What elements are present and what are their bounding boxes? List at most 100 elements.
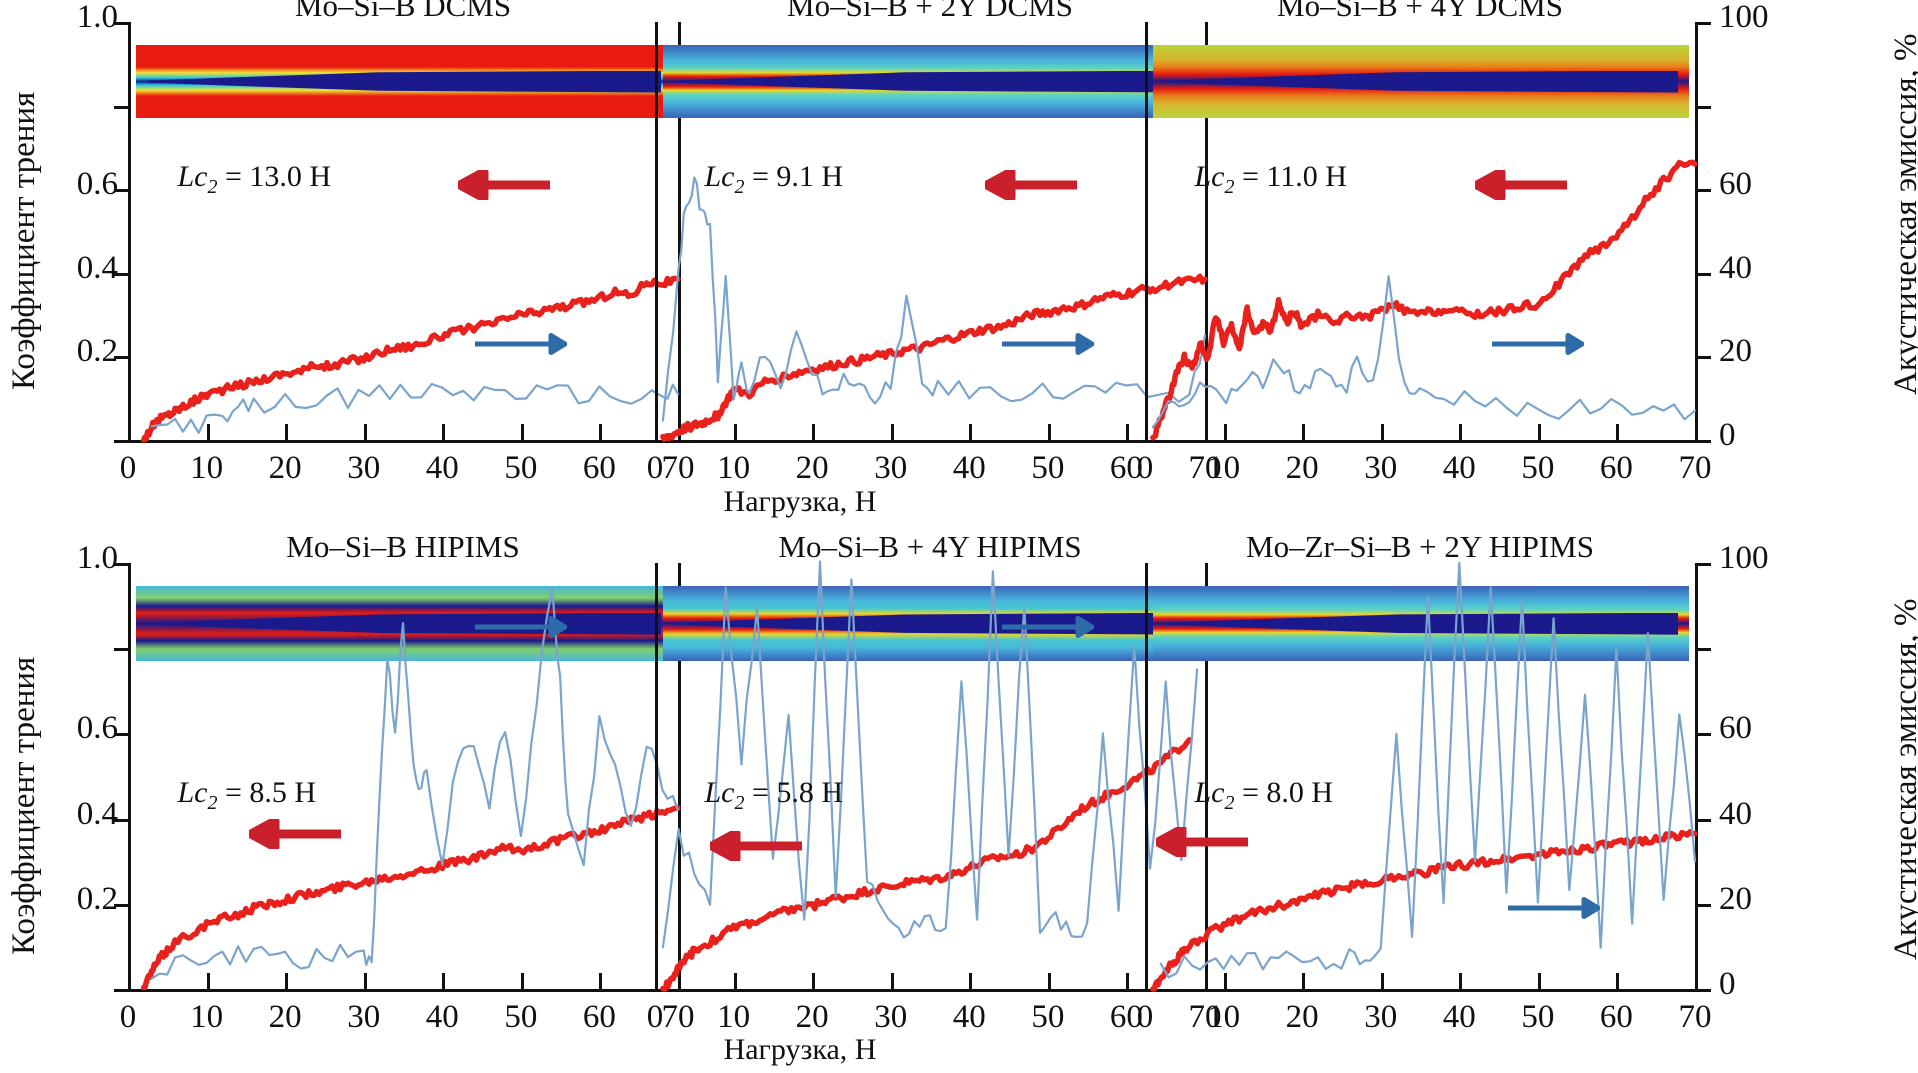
plot-curves-p6	[1150, 561, 1698, 992]
x-axis-p1	[128, 440, 680, 443]
x-tick-p5-3	[890, 973, 894, 989]
y-tick-right-p6-0	[1695, 563, 1711, 566]
plot-curves-p2	[660, 176, 1208, 442]
x-tick-label-p1-0: 0	[119, 450, 137, 486]
friction-axis-arrow-p4	[246, 816, 341, 852]
acoustic-axis-arrow-p1	[474, 329, 567, 359]
acoustic-emission-curve-p2	[661, 176, 1207, 422]
panel-title-p4: Mo–Si–B HIPIMS	[286, 529, 520, 564]
y-tick-right-p3-3	[1695, 272, 1711, 276]
x-tick-p6-0	[1145, 973, 1148, 989]
friction-axis-arrow-p3	[1472, 167, 1567, 203]
x-tick-p5-5	[1047, 973, 1051, 989]
x-axis-p6	[1145, 989, 1697, 992]
acoustic-axis-arrow-p6	[1508, 893, 1601, 923]
x-tick-label-p5-2: 20	[795, 999, 829, 1035]
x-tick-label-p1-4: 40	[425, 450, 459, 486]
y-tick-left-p1-4	[114, 356, 129, 360]
y-tick-right-p3-2	[1695, 189, 1711, 193]
x-axis-p2	[655, 440, 1207, 443]
x-tick-p2-3	[890, 424, 894, 440]
y-tick-left-p1-5	[114, 440, 129, 443]
y-tick-right-p6-5	[1695, 989, 1711, 992]
x-tick-p4-0	[128, 973, 131, 989]
x-tick-label-p6-1: 10	[1207, 999, 1241, 1035]
x-tick-p1-0	[128, 424, 131, 440]
y-tick-left-p4-4	[114, 903, 129, 907]
x-tick-label-p4-7: 70	[661, 999, 695, 1035]
x-tick-p3-3	[1380, 424, 1384, 440]
x-tick-label-p5-5: 50	[1031, 999, 1065, 1035]
y-axis-right-p5	[1205, 563, 1208, 992]
y-axis-right-p3	[1695, 22, 1698, 443]
x-tick-label-p2-3: 30	[874, 450, 908, 486]
x-tick-label-p6-4: 40	[1442, 999, 1476, 1035]
lc2-label-p5: Lc2 = 5.8 Н	[704, 776, 844, 814]
x-axis-p3	[1145, 440, 1697, 443]
plot-curves-p4	[140, 586, 681, 991]
x-tick-label-p5-7: 70	[1188, 999, 1222, 1035]
y-tick-right-p6-2	[1695, 733, 1711, 737]
x-tick-label-p4-4: 40	[425, 999, 459, 1035]
y-tick-label-right-p6-5: 0	[1719, 966, 1736, 1002]
y-tick-right-p3-0	[1695, 22, 1711, 25]
plot-curves-p1	[140, 275, 681, 443]
x-tick-label-p1-2: 20	[268, 450, 302, 486]
x-tick-label-p4-5: 50	[504, 999, 538, 1035]
y-axis-right-p4	[678, 563, 681, 992]
y-axis-left-p1	[128, 22, 131, 440]
y-tick-right-p3-1	[1695, 105, 1711, 109]
x-tick-label-p3-0: 0	[1136, 450, 1154, 486]
lc2-label-p6: Lc2 = 8.0 Н	[1194, 776, 1334, 814]
x-tick-p4-3	[363, 973, 367, 989]
x-tick-p4-4	[442, 973, 446, 989]
x-tick-p2-5	[1047, 424, 1051, 440]
x-tick-label-p6-2: 20	[1285, 999, 1319, 1035]
friction-axis-arrow-p1	[455, 167, 550, 203]
friction-curve-p5	[660, 737, 1193, 992]
friction-axis-arrow-p2	[982, 167, 1077, 203]
x-axis-p4	[128, 989, 680, 992]
x-tick-label-p3-4: 40	[1442, 450, 1476, 486]
y-tick-label-left-p4-0: 1.0	[76, 540, 118, 576]
x-axis-p5	[655, 989, 1207, 992]
x-tick-label-p3-5: 50	[1521, 450, 1555, 486]
x-tick-p5-1	[733, 973, 737, 989]
panel-title-p5: Mo–Si–B + 4Y HIPIMS	[778, 529, 1082, 564]
x-tick-p1-4	[442, 424, 446, 440]
acoustic-emission-curve-p3	[1151, 275, 1697, 429]
y-tick-label-right-p6-3: 40	[1719, 795, 1752, 832]
plot-curves-p3	[1150, 159, 1698, 441]
lc2-label-p4: Lc2 = 8.5 Н	[177, 776, 317, 814]
wear-track-core-p3	[1163, 70, 1679, 93]
y-tick-left-p1-3	[114, 272, 129, 276]
panel-title-p2: Mo–Si–B + 2Y DCMS	[787, 0, 1073, 23]
acoustic-emission-curve-p4	[150, 586, 680, 980]
y-axis-left-p4	[128, 563, 131, 989]
panel-title-p3: Mo–Si–B + 4Y DCMS	[1277, 0, 1563, 23]
acoustic-axis-arrow-p2	[1001, 329, 1094, 359]
friction-curve-p3	[1150, 159, 1698, 441]
y-tick-label-left-p4-2: 0.6	[76, 710, 118, 747]
y-axis-right-p1	[678, 22, 681, 443]
y-axis-label-right-row1: Акустическая эмиссия, %	[1888, 599, 1918, 961]
friction-curve-p1	[140, 275, 681, 443]
y-tick-left-p4-1	[114, 648, 129, 652]
x-tick-p6-1	[1223, 973, 1227, 989]
friction-axis-arrow-p6	[1153, 824, 1248, 860]
y-axis-right-p2	[1205, 22, 1208, 443]
x-tick-label-p2-5: 50	[1031, 450, 1065, 486]
x-tick-label-p6-7: 70	[1678, 999, 1712, 1035]
x-tick-p6-2	[1302, 973, 1306, 989]
scratch-track-image-p1	[136, 44, 672, 119]
x-tick-label-p5-0: 0	[646, 999, 664, 1035]
y-tick-left-p1-0	[114, 22, 129, 25]
x-tick-p3-6	[1616, 424, 1620, 440]
x-tick-p2-6	[1126, 424, 1130, 440]
x-tick-label-p2-1: 10	[717, 450, 751, 486]
x-tick-label-p4-1: 10	[190, 999, 224, 1035]
x-tick-label-p6-3: 30	[1364, 999, 1398, 1035]
y-tick-right-p3-4	[1695, 356, 1711, 360]
x-tick-p5-6	[1126, 973, 1130, 989]
x-tick-p4-2	[285, 973, 289, 989]
